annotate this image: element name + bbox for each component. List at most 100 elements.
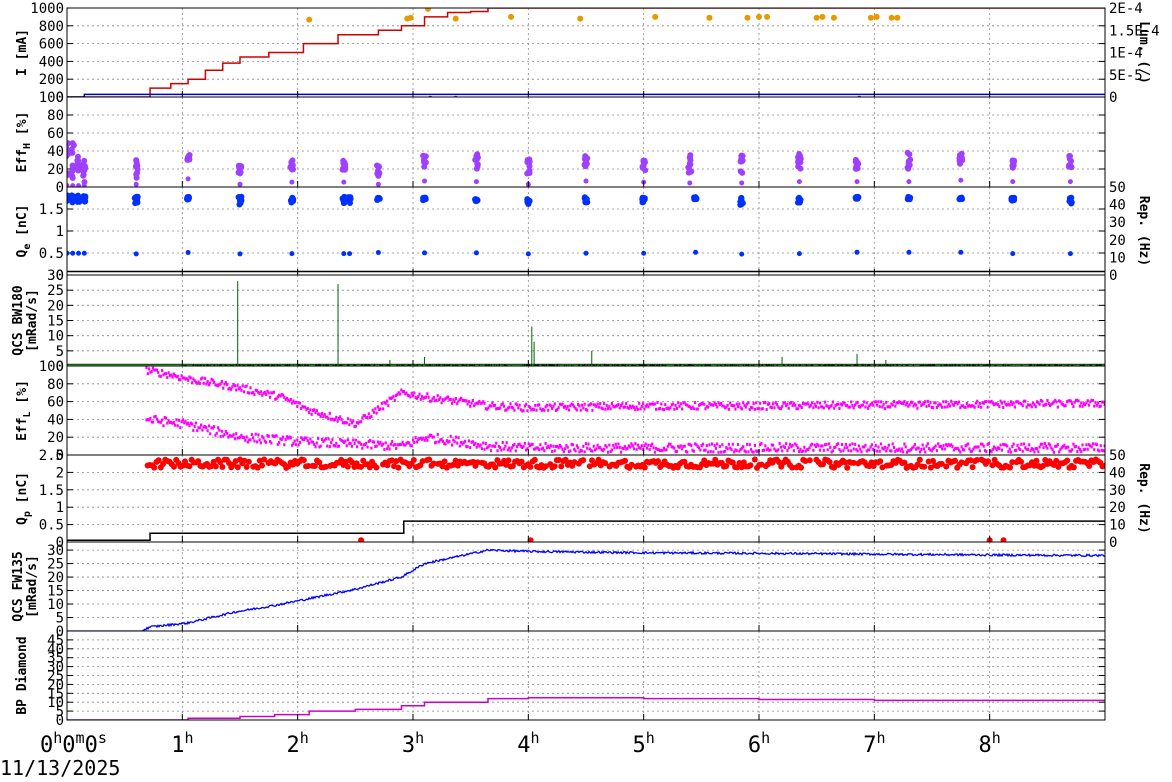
- data-point: [830, 14, 837, 21]
- data-point: [1089, 400, 1092, 404]
- data-point: [402, 443, 406, 447]
- data-point: [333, 444, 337, 448]
- data-point: [320, 412, 324, 416]
- data-point: [801, 449, 805, 453]
- data-point: [265, 440, 268, 444]
- data-point: [398, 392, 402, 396]
- data-point: [536, 446, 539, 450]
- y2-tick-label: 0: [1109, 535, 1117, 551]
- data-point: [1006, 403, 1009, 407]
- data-point: [687, 404, 690, 408]
- data-point: [768, 448, 771, 452]
- data-point: [965, 401, 968, 405]
- data-point: [969, 464, 976, 471]
- data-point: [153, 415, 156, 419]
- data-point: [616, 403, 619, 407]
- data-point: [523, 404, 526, 408]
- data-point: [411, 438, 415, 442]
- data-point: [634, 408, 637, 412]
- data-point: [652, 402, 655, 406]
- data-point: [76, 183, 82, 187]
- data-point: [996, 446, 1000, 450]
- data-point: [564, 404, 567, 408]
- data-point: [508, 446, 511, 450]
- y2-tick-label: 5E-5: [1109, 68, 1143, 84]
- data-point: [575, 444, 578, 448]
- data-point: [486, 407, 489, 411]
- data-point: [648, 402, 651, 406]
- data-point: [519, 408, 523, 412]
- data-point: [415, 440, 419, 444]
- data-point: [248, 438, 251, 442]
- data-point: [614, 404, 617, 408]
- data-point: [879, 400, 883, 404]
- data-point: [536, 403, 539, 407]
- data-point: [1042, 403, 1045, 407]
- data-point: [757, 407, 760, 411]
- data-point: [796, 251, 802, 257]
- data-point: [581, 155, 588, 162]
- data-point: [853, 403, 857, 407]
- data-point: [682, 401, 685, 405]
- data-point: [185, 176, 191, 182]
- y2-tick-label: 50: [1109, 448, 1126, 464]
- data-point: [513, 442, 516, 446]
- data-point: [604, 444, 607, 448]
- data-point: [850, 449, 853, 453]
- data-point: [627, 444, 630, 448]
- data-point: [288, 161, 295, 168]
- data-point: [726, 447, 729, 451]
- data-point: [267, 391, 270, 395]
- data-point: [649, 444, 653, 448]
- data-point: [720, 401, 723, 405]
- data-point: [217, 459, 224, 466]
- data-point: [427, 395, 430, 399]
- data-point: [747, 462, 754, 469]
- data-point: [600, 448, 603, 452]
- data-point: [356, 421, 359, 425]
- data-point: [736, 405, 740, 409]
- data-point: [1022, 442, 1026, 446]
- data-point: [1059, 447, 1062, 451]
- data-point: [512, 406, 515, 410]
- data-point: [693, 196, 700, 203]
- data-point: [383, 447, 386, 451]
- data-point: [175, 418, 178, 422]
- data-point: [307, 411, 311, 415]
- data-point: [452, 438, 455, 442]
- data-point: [323, 412, 326, 416]
- data-point: [352, 438, 355, 442]
- data-point: [722, 450, 725, 454]
- data-point: [302, 438, 305, 442]
- data-point: [409, 443, 412, 447]
- data-point: [700, 444, 703, 448]
- data-point: [943, 405, 946, 409]
- data-point: [502, 447, 506, 451]
- data-point: [328, 411, 331, 415]
- data-point: [541, 446, 545, 450]
- data-point: [146, 417, 149, 421]
- data-point: [530, 408, 533, 412]
- data-point: [848, 443, 851, 447]
- data-point: [655, 446, 658, 450]
- data-point: [201, 428, 204, 432]
- data-point: [859, 405, 862, 409]
- data-point: [775, 402, 779, 406]
- series-line: [67, 697, 1105, 720]
- data-point: [636, 407, 640, 411]
- data-point: [279, 437, 282, 441]
- data-point: [843, 401, 846, 405]
- data-point: [790, 400, 793, 404]
- data-point: [1008, 447, 1011, 451]
- data-point: [554, 408, 558, 412]
- data-point: [461, 442, 464, 446]
- data-point: [653, 450, 656, 454]
- data-point: [942, 444, 945, 448]
- data-point: [967, 442, 970, 446]
- data-point: [353, 425, 356, 429]
- data-layer: [67, 697, 1105, 720]
- data-point: [921, 463, 928, 470]
- data-point: [796, 446, 799, 450]
